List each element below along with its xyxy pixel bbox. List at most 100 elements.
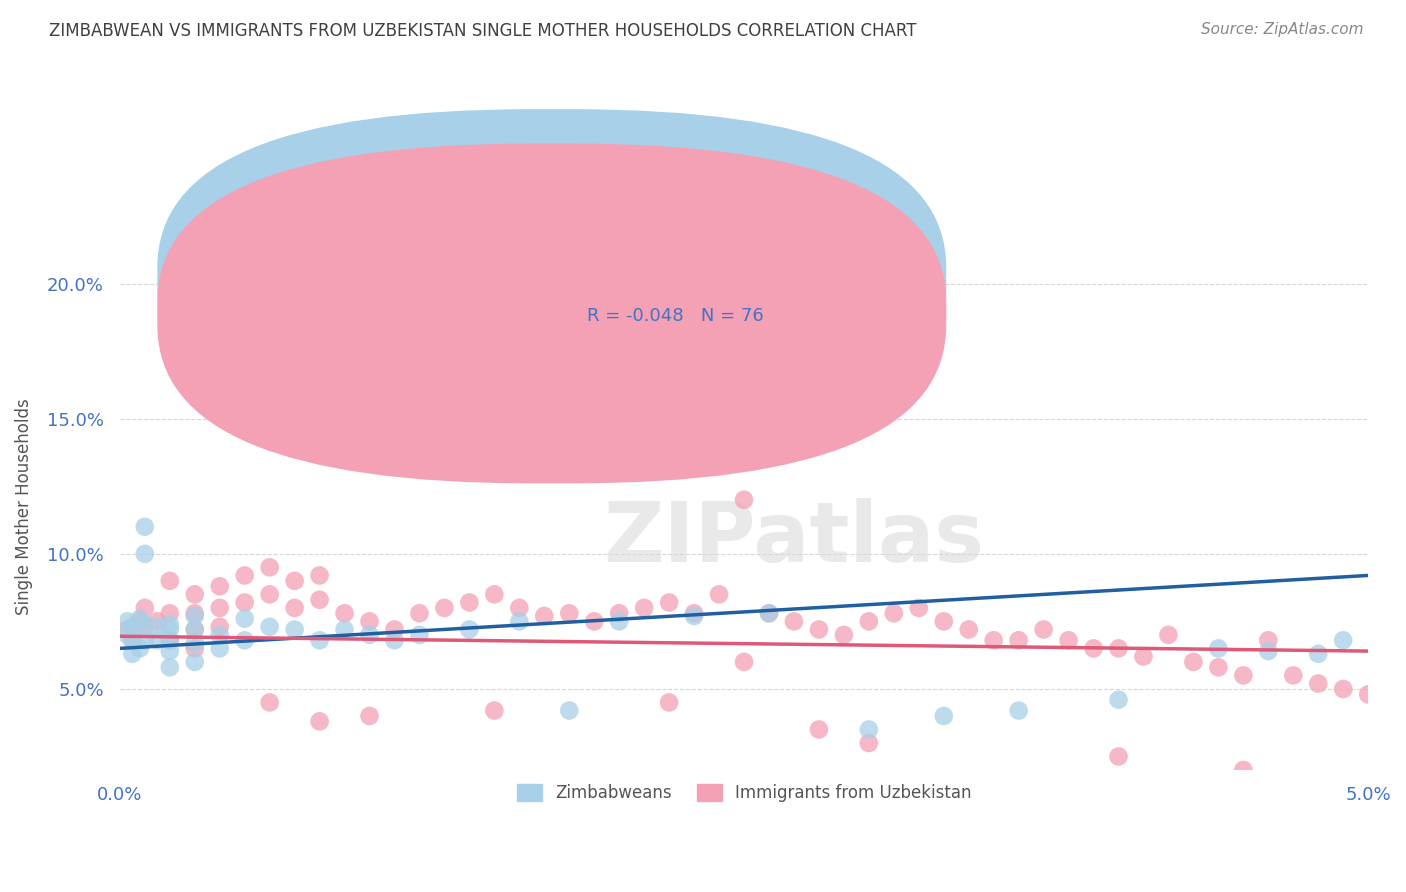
Point	[1357, 687, 1379, 701]
Point	[384, 633, 406, 648]
Text: R = -0.048   N = 76: R = -0.048 N = 76	[586, 307, 763, 325]
Point	[159, 574, 181, 588]
Point	[159, 623, 181, 637]
Point	[1282, 668, 1305, 682]
Point	[1232, 763, 1254, 777]
Point	[159, 617, 181, 632]
Point	[184, 609, 207, 624]
Point	[907, 600, 929, 615]
Point	[1308, 647, 1330, 661]
Point	[733, 492, 755, 507]
Point	[121, 633, 143, 648]
Point	[1008, 704, 1031, 718]
Point	[117, 623, 139, 637]
Point	[134, 617, 156, 632]
Point	[858, 723, 880, 737]
Point	[558, 704, 581, 718]
Point	[458, 623, 481, 637]
Point	[957, 623, 980, 637]
Point	[832, 628, 855, 642]
Text: ZIMBABWEAN VS IMMIGRANTS FROM UZBEKISTAN SINGLE MOTHER HOUSEHOLDS CORRELATION CH: ZIMBABWEAN VS IMMIGRANTS FROM UZBEKISTAN…	[49, 22, 917, 40]
Point	[184, 641, 207, 656]
Point	[858, 615, 880, 629]
Point	[159, 633, 181, 648]
Point	[1108, 749, 1130, 764]
Point	[208, 600, 231, 615]
Point	[208, 620, 231, 634]
Point	[508, 600, 530, 615]
Point	[121, 647, 143, 661]
Point	[128, 615, 150, 629]
Point	[1208, 641, 1230, 656]
Point	[284, 574, 307, 588]
Point	[134, 520, 156, 534]
Point	[1257, 633, 1279, 648]
Point	[184, 607, 207, 621]
Text: ZIPatlas: ZIPatlas	[603, 498, 984, 579]
Point	[658, 695, 681, 709]
Point	[333, 607, 356, 621]
Point	[134, 547, 156, 561]
Point	[146, 620, 169, 634]
Point	[1032, 623, 1054, 637]
Point	[633, 600, 655, 615]
Point	[233, 595, 256, 609]
Point	[558, 607, 581, 621]
FancyBboxPatch shape	[157, 144, 946, 483]
Point	[284, 600, 307, 615]
Point	[1108, 692, 1130, 706]
Y-axis label: Single Mother Households: Single Mother Households	[15, 398, 32, 615]
Point	[208, 628, 231, 642]
Point	[1008, 633, 1031, 648]
Point	[484, 587, 506, 601]
Point	[359, 628, 381, 642]
Point	[284, 623, 307, 637]
Point	[1331, 681, 1354, 696]
Point	[583, 615, 606, 629]
Legend: Zimbabweans, Immigrants from Uzbekistan: Zimbabweans, Immigrants from Uzbekistan	[510, 778, 979, 809]
Point	[408, 628, 430, 642]
Point	[233, 568, 256, 582]
Point	[484, 704, 506, 718]
FancyBboxPatch shape	[157, 109, 946, 449]
Text: Source: ZipAtlas.com: Source: ZipAtlas.com	[1201, 22, 1364, 37]
Point	[658, 595, 681, 609]
Point	[159, 644, 181, 658]
Point	[259, 620, 281, 634]
Point	[208, 641, 231, 656]
Point	[458, 595, 481, 609]
Point	[359, 709, 381, 723]
Point	[308, 714, 330, 729]
Point	[433, 600, 456, 615]
Point	[159, 660, 181, 674]
Point	[1257, 644, 1279, 658]
Point	[128, 612, 150, 626]
Point	[932, 709, 955, 723]
Point	[683, 609, 706, 624]
Point	[758, 607, 780, 621]
Point	[128, 641, 150, 656]
Point	[259, 560, 281, 574]
Point	[508, 615, 530, 629]
Point	[607, 607, 630, 621]
Point	[1208, 660, 1230, 674]
Point	[533, 609, 555, 624]
Point	[807, 723, 830, 737]
Point	[1182, 655, 1205, 669]
Point	[117, 628, 139, 642]
Point	[408, 607, 430, 621]
Point	[758, 607, 780, 621]
Point	[783, 615, 806, 629]
Point	[184, 655, 207, 669]
Point	[259, 695, 281, 709]
FancyBboxPatch shape	[501, 251, 887, 338]
Point	[683, 607, 706, 621]
Point	[184, 636, 207, 650]
Point	[1157, 628, 1180, 642]
Point	[308, 592, 330, 607]
Point	[159, 607, 181, 621]
Point	[858, 736, 880, 750]
Point	[159, 633, 181, 648]
Point	[359, 615, 381, 629]
Point	[184, 623, 207, 637]
